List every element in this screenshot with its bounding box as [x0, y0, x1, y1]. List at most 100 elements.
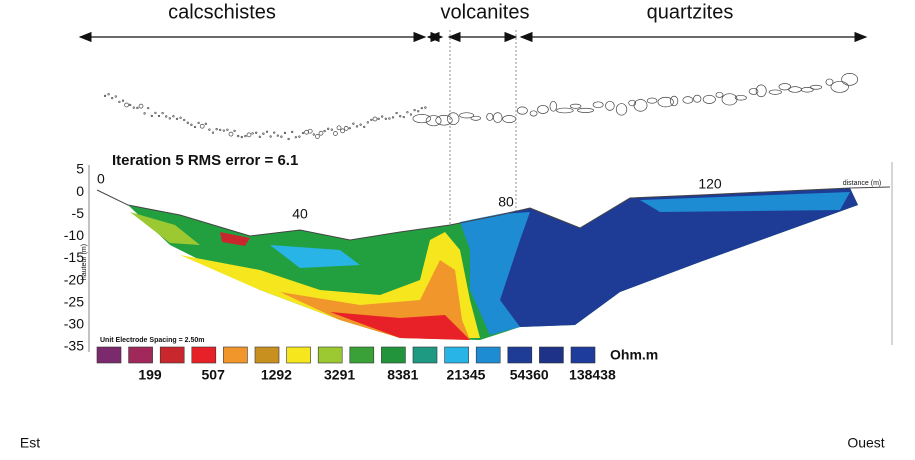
sketch-dot	[265, 130, 269, 133]
sketch-dot	[312, 133, 315, 136]
legend-swatch	[475, 346, 501, 364]
sketch-dot	[114, 95, 117, 98]
sketch-dot	[294, 136, 297, 139]
legend-swatch	[539, 346, 564, 364]
sketch-rock	[628, 99, 637, 107]
unit-label: calcschistes	[168, 1, 276, 23]
x-tick-label: 0	[97, 171, 105, 187]
legend-label: 3291	[324, 367, 355, 383]
y-tick-label: -5	[72, 205, 85, 221]
sketch-rock	[537, 105, 549, 114]
sketch-dot	[420, 106, 423, 110]
legend-label: 21345	[447, 367, 486, 383]
sketch-dot	[417, 110, 420, 113]
sketch-rock	[529, 110, 538, 117]
orientation-right: Ouest	[847, 435, 884, 451]
sketch-dot	[228, 131, 234, 137]
sketch-rock	[693, 94, 702, 103]
sketch-dot	[395, 111, 398, 115]
sketch-dot	[219, 128, 222, 132]
sketch-dot	[424, 106, 427, 109]
sketch-dot	[262, 132, 265, 135]
geology-sketch	[103, 73, 859, 141]
sketch-rock	[592, 101, 604, 109]
x-tick-label: 80	[498, 194, 514, 210]
sketch-rock	[830, 81, 849, 93]
sketch-dot	[244, 134, 247, 138]
spacing-note: Unit Electrode Spacing = 2.50m	[100, 337, 204, 344]
sketch-rock	[748, 88, 759, 95]
sketch-dot	[168, 117, 171, 120]
legend-swatch	[444, 346, 469, 364]
sketch-dot	[399, 115, 402, 118]
sketch-dot	[327, 127, 330, 130]
y-tick-label: -25	[64, 293, 84, 309]
legend-swatch	[191, 346, 217, 364]
boundary-lines	[449, 30, 517, 232]
legend-swatch	[286, 346, 311, 364]
sketch-dot	[121, 99, 125, 102]
legend-swatch	[349, 346, 375, 364]
legend-swatch	[412, 346, 438, 364]
y-tick-label: -20	[64, 271, 84, 287]
x-axis-label: distance (m)	[843, 180, 882, 187]
sketch-dot	[204, 122, 207, 125]
sketch-dot	[165, 115, 168, 118]
sketch-dot	[318, 130, 324, 136]
sketch-rock	[502, 115, 517, 123]
sketch-dot	[237, 134, 240, 138]
legend-swatch	[223, 346, 248, 364]
sketch-rock	[841, 73, 859, 86]
legend-unit: Ohm.m	[610, 347, 658, 363]
sketch-dot	[363, 125, 366, 128]
sketch-dot	[291, 130, 294, 134]
sketch-rock	[646, 97, 658, 104]
sketch-rock	[577, 107, 594, 113]
sketch-dot	[172, 115, 175, 118]
sketch-dot	[240, 135, 243, 139]
legend-swatch	[254, 346, 280, 364]
sketch-dot	[251, 132, 254, 135]
sketch-dot	[384, 117, 387, 120]
sketch-dot	[336, 125, 342, 131]
y-tick-label: 5	[76, 161, 84, 177]
orientation-left: Est	[20, 435, 40, 451]
legend-label: 507	[202, 367, 226, 383]
sketch-dot	[190, 123, 193, 126]
legend-swatch	[159, 346, 185, 364]
sketch-dot	[226, 128, 229, 131]
sketch-rock	[492, 112, 503, 123]
sketch-rock	[633, 99, 648, 112]
sketch-dot	[129, 103, 132, 107]
sketch-dot	[377, 117, 380, 120]
sketch-rock	[801, 87, 814, 93]
sketch-dot	[199, 123, 205, 129]
sketch-dot	[409, 113, 413, 116]
sketch-rock	[459, 112, 475, 119]
y-axis-label: hauteur (m)	[81, 244, 88, 280]
sketch-dot	[179, 116, 182, 119]
sketch-rock	[734, 95, 747, 101]
sketch-dot	[406, 111, 409, 114]
sketch-dot	[183, 118, 186, 122]
sketch-rock	[556, 107, 574, 114]
y-tick-label: -10	[64, 227, 84, 243]
sketch-dot	[340, 128, 345, 134]
sketch-rock	[470, 115, 482, 121]
sketch-dot	[111, 96, 114, 100]
sketch-rock	[605, 100, 615, 111]
sketch-dot	[208, 128, 211, 131]
sketch-dot	[323, 129, 326, 133]
sketch-dot	[333, 131, 338, 136]
legend-swatch	[381, 346, 406, 364]
sketch-dot	[222, 129, 225, 132]
sketch-dot	[348, 127, 351, 130]
sketch-dot	[280, 135, 283, 138]
sketch-rock	[412, 114, 431, 124]
sketch-dot	[370, 118, 373, 122]
sketch-dot	[147, 106, 150, 110]
section-title: Iteration 5 RMS error = 6.1	[112, 152, 298, 169]
sketch-dot	[391, 116, 395, 119]
